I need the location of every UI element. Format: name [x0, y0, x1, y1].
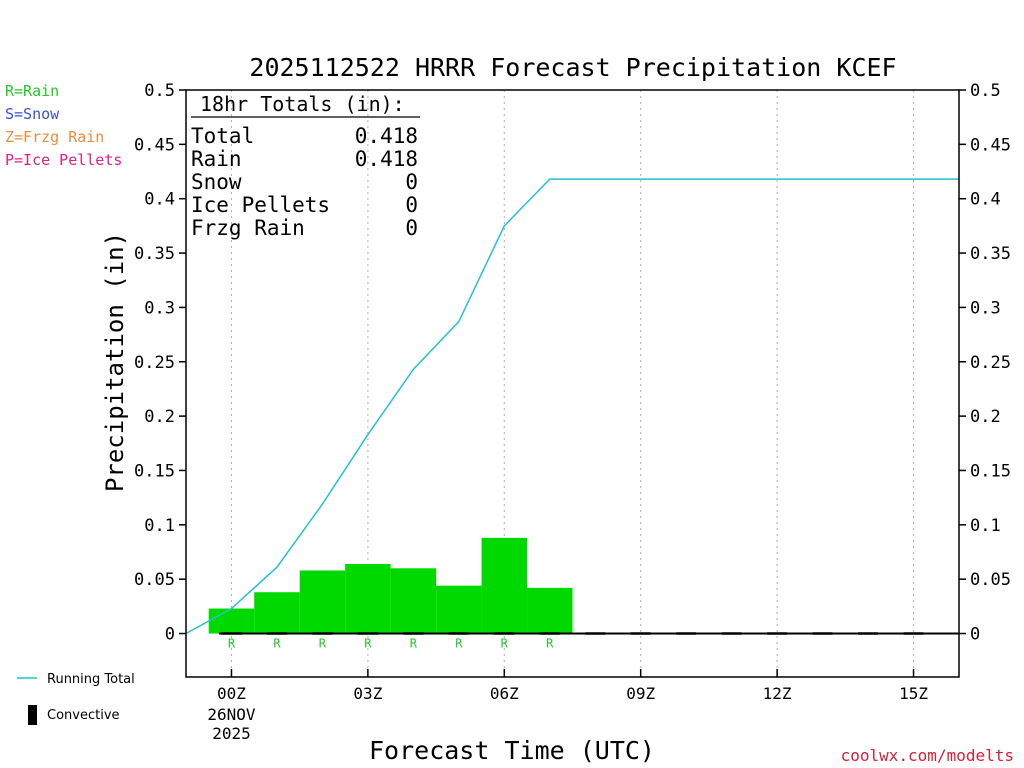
x-axis-label: Forecast Time (UTC) — [369, 736, 655, 765]
convective-legend-swatch — [28, 705, 37, 725]
precip-type-legend-item: Z=Frzg Rain — [5, 128, 104, 146]
x-tick-label: 00Z — [217, 684, 246, 703]
precip-bar — [527, 587, 573, 634]
y-tick-label-left: 0.3 — [144, 298, 175, 318]
y-tick-label-right: 0.4 — [970, 190, 1001, 210]
precip-type-marker: R — [501, 637, 509, 651]
totals-row-value: 0.418 — [355, 147, 418, 171]
y-tick-label-left: 0.4 — [144, 190, 175, 210]
x-tick-label: 15Z — [899, 684, 928, 703]
running-total-series — [185, 178, 959, 635]
precip-type-legend-item: R=Rain — [5, 82, 59, 100]
x-tick-year: 2025 — [212, 724, 251, 743]
y-tick-label-right: 0.35 — [970, 244, 1011, 264]
plot-frame — [185, 89, 960, 678]
precip-bar — [254, 592, 300, 634]
y-axis-right: 0 0.05 0.1 0.15 0.2 0.25 0.3 0.35 0.4 0.45 0.5 — [959, 81, 1011, 645]
series-legend: Running Total Convective — [17, 672, 135, 725]
precip-type-marker: R — [410, 637, 418, 651]
series-legend-label: Running Total — [47, 672, 135, 687]
precip-bar — [299, 570, 346, 634]
y-tick-label-right: 0.25 — [970, 353, 1011, 373]
y-tick-label-left: 0.05 — [134, 570, 175, 590]
y-tick-label-left: 0.25 — [134, 353, 175, 373]
x-tick-date: 26NOV — [207, 705, 256, 724]
totals-row-label: Rain — [191, 147, 242, 171]
y-tick-label-left: 0 — [165, 625, 175, 645]
running-total-line — [185, 178, 959, 635]
totals-rows: Total 0.418 Rain 0.418 Snow 0 Ice Pellets 0 Frzg… — [191, 124, 418, 240]
precip-type-marker: R — [228, 637, 236, 651]
x-tick-label: 09Z — [626, 684, 655, 703]
precip-bar — [390, 568, 437, 634]
totals-row-label: Snow — [191, 170, 242, 194]
precip-bar — [436, 585, 482, 634]
precip-type-marker: R — [455, 637, 463, 651]
y-tick-label-left: 0.5 — [144, 81, 175, 101]
y-tick-label-left: 0.1 — [144, 516, 175, 536]
totals-row-value: 0 — [405, 170, 418, 194]
totals-row-value: 0 — [405, 216, 418, 240]
precip-type-legend: R=Rain S=Snow Z=Frzg Rain P=Ice Pellets — [5, 82, 122, 169]
credit-text: coolwx.com/modelts — [841, 746, 1014, 765]
y-tick-label-right: 0.5 — [970, 81, 1001, 101]
totals-box: 18hr Totals (in): Total 0.418 Rain 0.418 Sno… — [191, 92, 420, 240]
totals-row-value: 0.418 — [355, 124, 418, 148]
precip-bar — [481, 537, 528, 634]
y-tick-label-left: 0.35 — [134, 244, 175, 264]
y-tick-label-right: 0.05 — [970, 570, 1011, 590]
precip-type-marker: R — [319, 637, 327, 651]
y-tick-label-right: 0.15 — [970, 461, 1011, 481]
precip-bar — [208, 608, 255, 634]
y-axis-left: 0 0.05 0.1 0.15 0.2 0.25 0.3 0.35 0.4 0.45 0.5 — [134, 81, 186, 645]
y-tick-label-left: 0.15 — [134, 461, 175, 481]
grid-lines — [230, 90, 915, 677]
chart-title: 2025112522 HRRR Forecast Precipitation K… — [249, 53, 896, 82]
precip-type-marker: R — [546, 637, 554, 651]
y-tick-label-left: 0.45 — [134, 135, 175, 155]
y-tick-label-right: 0 — [970, 625, 980, 645]
series-legend-label: Convective — [47, 708, 120, 723]
y-tick-label-right: 0.2 — [970, 407, 1001, 427]
x-tick-label: 03Z — [353, 684, 382, 703]
precip-type-legend-item: P=Ice Pellets — [5, 151, 122, 169]
totals-heading: 18hr Totals (in): — [200, 92, 405, 116]
y-tick-label-left: 0.2 — [144, 407, 175, 427]
totals-row-value: 0 — [405, 193, 418, 217]
precip-type-legend-item: S=Snow — [5, 105, 60, 123]
x-tick-label: 12Z — [763, 684, 792, 703]
y-tick-label-right: 0.1 — [970, 516, 1001, 536]
precip-bars — [208, 537, 573, 634]
precip-type-marker: R — [273, 637, 281, 651]
precip-type-marker: R — [364, 637, 372, 651]
totals-row-label: Total — [191, 124, 254, 148]
precip-bar — [345, 563, 391, 634]
convective-bars — [219, 632, 959, 635]
y-tick-label-right: 0.45 — [970, 135, 1011, 155]
y-tick-label-right: 0.3 — [970, 298, 1001, 318]
totals-row-label: Frzg Rain — [191, 216, 305, 240]
totals-row-label: Ice Pellets — [191, 193, 330, 217]
y-axis-label: Precipitation (in) — [101, 232, 129, 492]
x-tick-label: 06Z — [490, 684, 519, 703]
